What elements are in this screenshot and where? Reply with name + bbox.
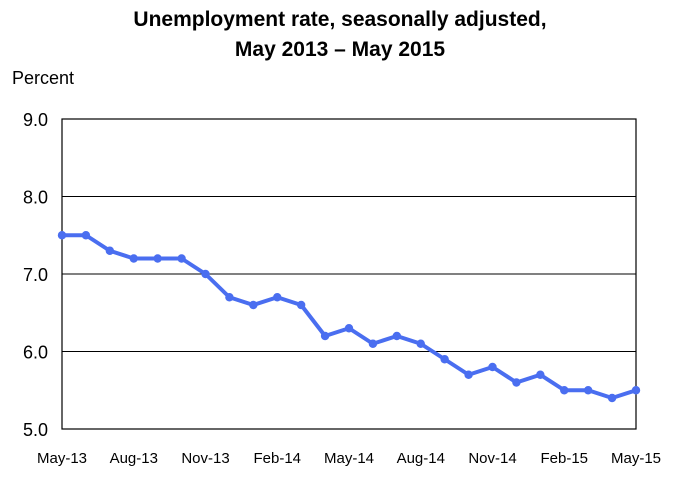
data-point-Jun-14: [368, 339, 378, 348]
x-tick-label: Aug-13: [110, 450, 158, 467]
y-tick-labels: 5.0 6.0 7.0 8.0 9.0: [23, 110, 48, 440]
x-tick-label: May-14: [324, 450, 374, 467]
data-point-Apr-14: [320, 331, 330, 341]
x-tick-label: May-13: [37, 450, 87, 467]
y-tick-label: 7.0: [23, 265, 48, 285]
data-point-Aug-14: [416, 339, 425, 348]
data-point-Jan-14: [249, 300, 258, 310]
x-tick-label: May-15: [611, 450, 661, 467]
data-point-Feb-14: [273, 293, 282, 302]
series-line: [60, 233, 638, 400]
y-tick-label: 9.0: [23, 110, 48, 130]
chart-title-line1: Unemployment rate, seasonally adjusted,: [133, 8, 547, 31]
x-tick-label: Feb-15: [540, 450, 588, 467]
x-tick-label: Nov-13: [181, 450, 229, 467]
data-points: [57, 231, 641, 403]
data-point-Sep-14: [440, 355, 449, 364]
data-point-Aug-13: [129, 254, 138, 263]
data-point-Dec-14: [512, 378, 521, 387]
y-axis-label: Percent: [12, 68, 75, 88]
data-point-May-15: [631, 386, 641, 395]
data-point-Nov-14: [488, 362, 497, 372]
x-tick-label: Feb-14: [253, 450, 301, 467]
chart-title-line2: May 2013 – May 2015: [234, 38, 446, 61]
data-point-May-13: [57, 231, 67, 240]
data-point-Dec-13: [225, 293, 234, 302]
y-tick-label: 5.0: [23, 420, 48, 440]
data-point-Nov-13: [201, 269, 210, 279]
data-point-Mar-15: [583, 386, 593, 395]
plot-area-frame: [61, 118, 637, 430]
data-point-Mar-14: [296, 300, 306, 310]
x-tick-label: Aug-14: [397, 450, 445, 467]
data-point-Apr-15: [607, 393, 617, 403]
y-tick-label: 6.0: [23, 343, 48, 363]
data-point-May-14: [344, 324, 354, 333]
gridlines: [62, 196, 636, 352]
data-point-Sep-13: [153, 254, 162, 263]
data-point-Oct-13: [177, 254, 186, 263]
data-point-Jan-15: [536, 370, 545, 379]
data-point-Jul-14: [392, 331, 402, 341]
y-tick-label: 8.0: [23, 188, 48, 208]
data-point-Oct-14: [464, 370, 473, 379]
data-point-Feb-15: [560, 386, 569, 395]
x-tick-labels: May-13 Aug-13 Nov-13 Feb-14 May-14 Aug-14 Nov-…: [37, 450, 661, 467]
x-tick-label: Nov-14: [468, 450, 516, 467]
data-point-Jul-13: [105, 246, 115, 255]
data-point-Jun-13: [81, 231, 91, 240]
